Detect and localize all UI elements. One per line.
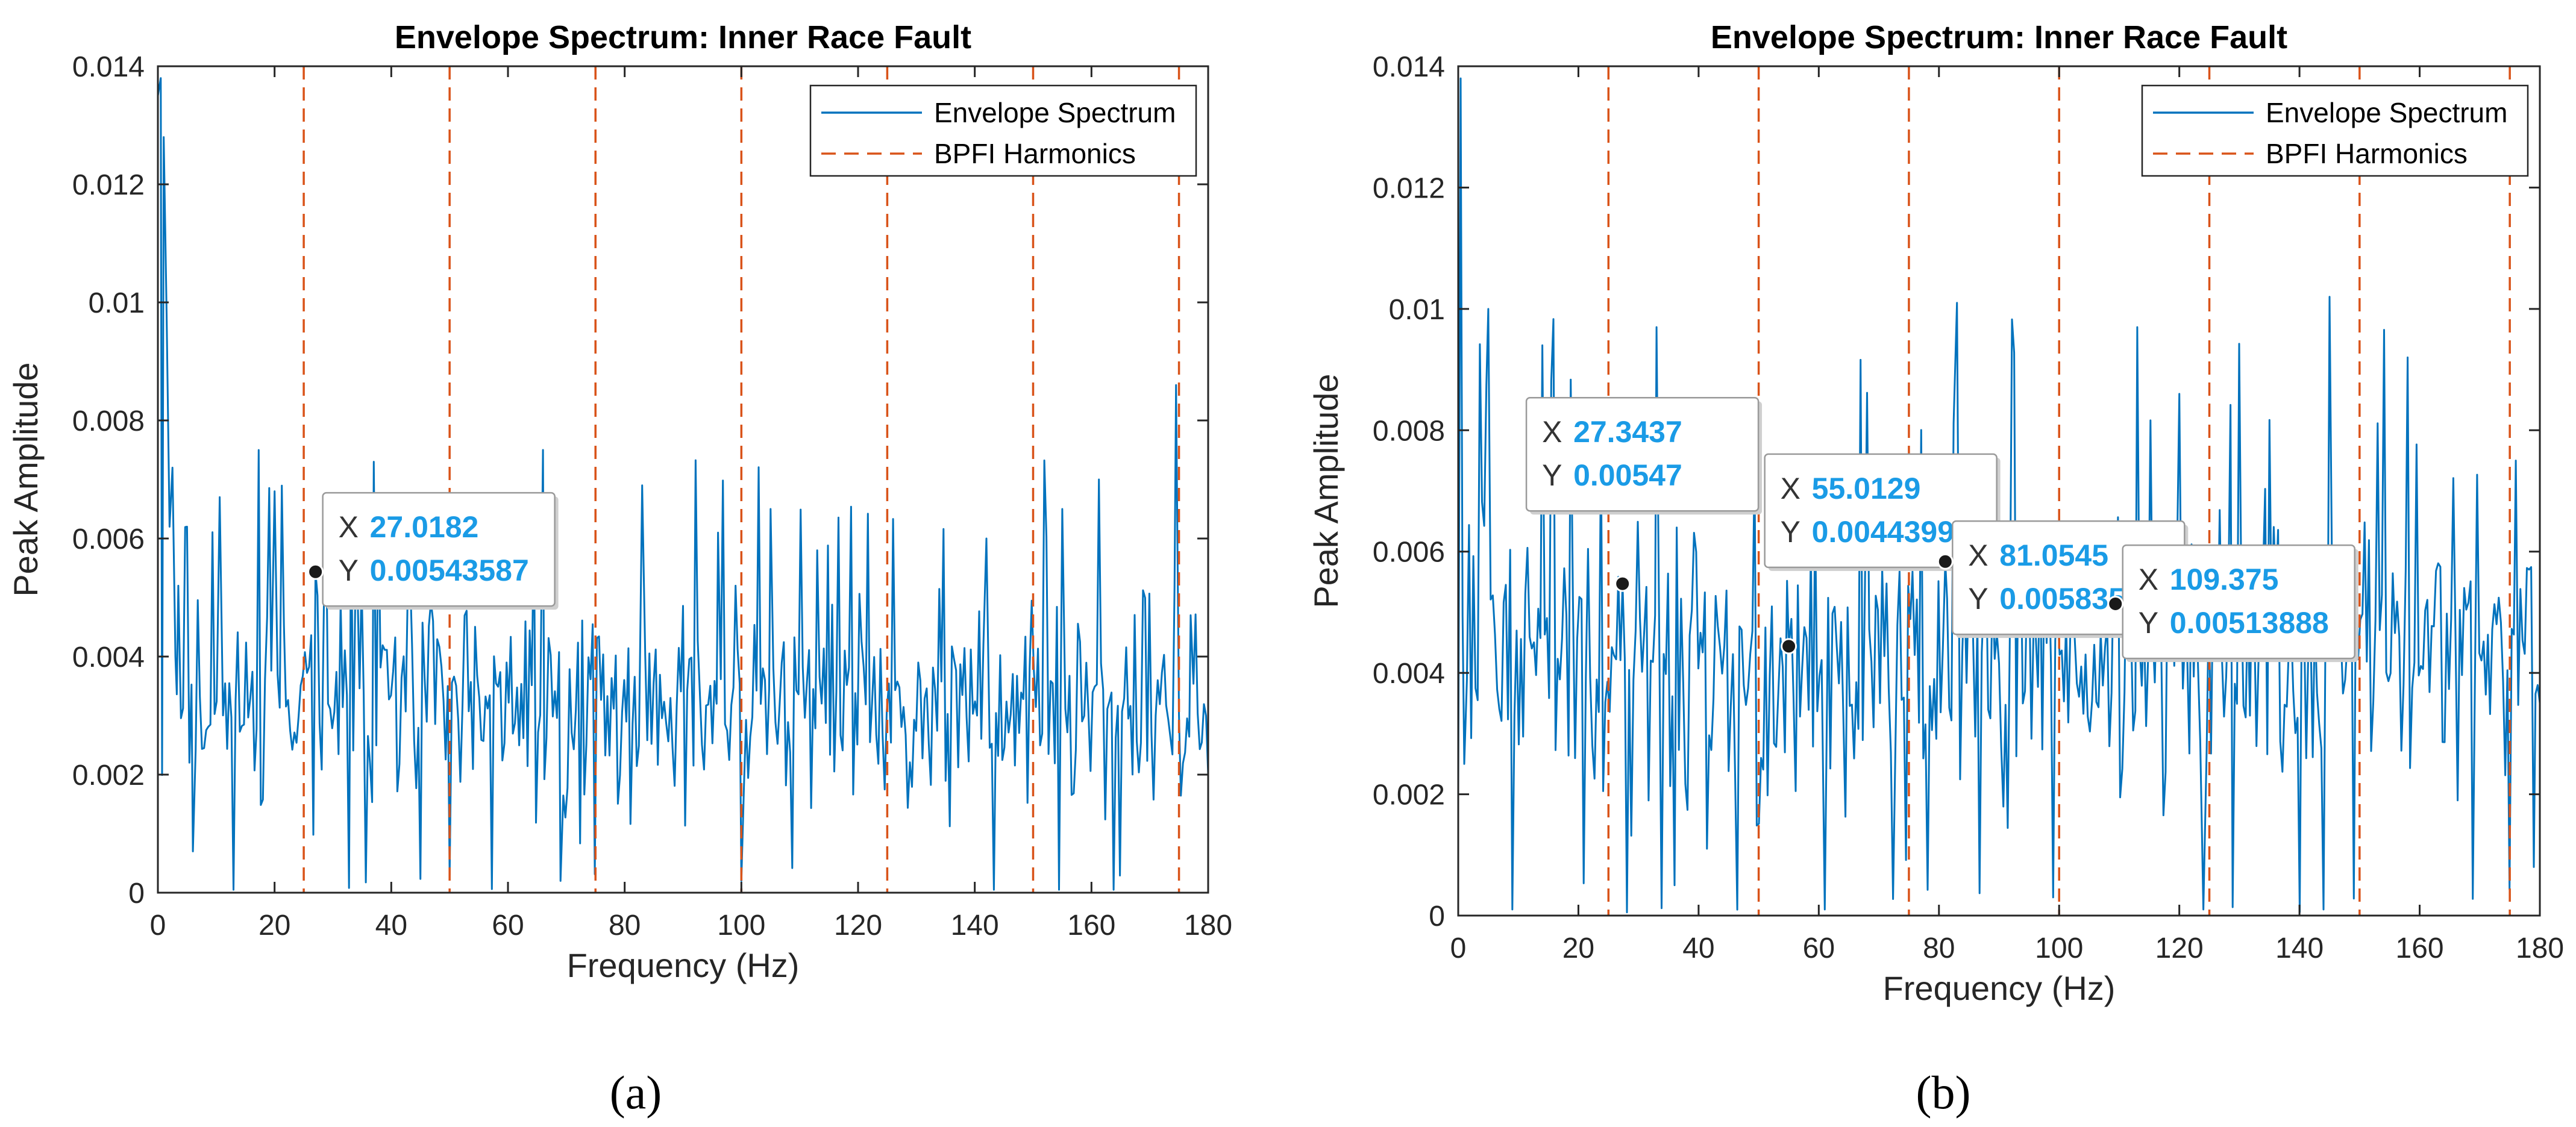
y-tick-label: 0.01 <box>89 287 145 319</box>
datatip-marker[interactable] <box>307 563 324 580</box>
y-tick-label: 0.01 <box>1389 294 1445 326</box>
axes-box <box>157 65 1209 894</box>
chart-b: 0 20 40 60 80 100 120 140 160 180 0 0.002 0.004 0.006… <box>1307 19 2564 1007</box>
y-tick-label: 0 <box>1429 901 1445 932</box>
panel-label-b: (b) <box>1916 1066 1971 1119</box>
y-axis-label: Peak Amplitude <box>7 362 45 596</box>
y-tick-label: 0.008 <box>1373 415 1445 447</box>
legend-box <box>809 84 1197 177</box>
y-axis-label: Peak Amplitude <box>1307 373 1345 608</box>
x-tick-label: 40 <box>375 910 407 941</box>
datatip-y-value: 0.00543587 <box>370 554 529 587</box>
datatip-y-label: Y <box>339 554 359 587</box>
datatip-x-label: X <box>339 510 359 544</box>
datatip-x-value: 27.3437 <box>1573 415 1682 449</box>
datatip-marker[interactable] <box>2107 595 2124 612</box>
legend: Envelope Spectrum BPFI Harmonics <box>2141 84 2529 177</box>
y-tick-label: 0.004 <box>1373 658 1445 690</box>
y-tick-label: 0.002 <box>1373 779 1445 811</box>
x-tick-label: 140 <box>2275 932 2324 964</box>
y-tick-label: 0.006 <box>1373 537 1445 569</box>
x-tick-label: 0 <box>150 910 166 941</box>
x-tick-label: 60 <box>492 910 524 941</box>
x-tick-label: 0 <box>1450 932 1467 964</box>
datatip[interactable]: X 55.0129 Y 0.00443991 <box>1764 453 2001 655</box>
datatip-x-value: 55.0129 <box>1812 472 1921 505</box>
y-tick-label: 0.008 <box>72 405 145 437</box>
y-tick-label: 0.014 <box>72 51 145 83</box>
datatip-marker[interactable] <box>1781 638 1797 655</box>
datatip-y-value: 0.00443991 <box>1812 515 1971 549</box>
datatip-x-value: 27.0182 <box>370 510 479 544</box>
datatip-x-label: X <box>1542 415 1562 449</box>
datatip-marker[interactable] <box>1614 575 1631 592</box>
y-tick-label: 0.006 <box>72 523 145 555</box>
envelope-spectrum-line <box>158 77 1208 891</box>
datatip-x-value: 109.375 <box>2170 563 2279 596</box>
datatip-box <box>1764 453 1998 569</box>
x-tick-label: 40 <box>1682 932 1714 964</box>
x-axis-label: Frequency (Hz) <box>1883 969 2116 1007</box>
y-tick-label: 0.012 <box>72 169 145 201</box>
datatip-box <box>322 492 556 607</box>
x-tick-label: 100 <box>717 910 765 941</box>
datatip-x-label: X <box>2139 563 2158 596</box>
legend-entry: BPFI Harmonics <box>934 138 1136 169</box>
x-tick-label: 140 <box>951 910 999 941</box>
x-tick-label: 120 <box>2155 932 2204 964</box>
x-tick-label: 180 <box>1184 910 1232 941</box>
y-tick-label: 0.014 <box>1373 51 1445 83</box>
x-tick-label: 160 <box>1067 910 1115 941</box>
legend-box <box>2141 84 2529 177</box>
datatip[interactable]: X 109.375 Y 0.00513888 <box>2107 544 2358 663</box>
x-tick-label: 20 <box>1562 932 1594 964</box>
datatip-x-label: X <box>1968 539 1988 572</box>
x-tick-label: 60 <box>1803 932 1835 964</box>
x-tick-label: 100 <box>2035 932 2083 964</box>
chart-a: 0 20 40 60 80 100 120 140 160 180 0 0.002 0.004 0.006… <box>7 19 1232 984</box>
x-axis-label: Frequency (Hz) <box>567 946 800 984</box>
y-tick-label: 0 <box>128 878 145 910</box>
panel-label-a: (a) <box>610 1066 662 1119</box>
datatip-y-value: 0.00513888 <box>2170 606 2329 640</box>
y-tick-label: 0.004 <box>72 642 145 673</box>
x-tick-label: 20 <box>259 910 290 941</box>
datatip-x-label: X <box>1781 472 1800 505</box>
datatip-y-label: Y <box>1542 458 1562 492</box>
x-tick-label: 160 <box>2396 932 2444 964</box>
x-tick-label: 80 <box>609 910 641 941</box>
x-tick-label: 80 <box>1923 932 1955 964</box>
legend-entry: BPFI Harmonics <box>2266 138 2468 169</box>
legend-entry: Envelope Spectrum <box>2266 97 2507 128</box>
legend-entry: Envelope Spectrum <box>934 97 1176 128</box>
datatip[interactable]: X 27.0182 Y 0.00543587 <box>307 492 559 610</box>
plot-area <box>158 66 1208 893</box>
axes-box <box>1457 65 2541 917</box>
datatip-y-label: Y <box>1968 582 1988 616</box>
datatip-y-label: Y <box>2139 606 2158 640</box>
datatip-x-value: 81.0545 <box>1999 539 2108 572</box>
chart-title: Envelope Spectrum: Inner Race Fault <box>1711 19 2287 55</box>
y-tick-label: 0.002 <box>72 760 145 791</box>
y-tick-label: 0.012 <box>1373 172 1445 204</box>
datatip-box <box>1525 396 1760 512</box>
x-tick-label: 180 <box>2516 932 2564 964</box>
x-tick-label: 120 <box>834 910 882 941</box>
datatip-marker[interactable] <box>1937 553 1954 570</box>
legend: Envelope Spectrum BPFI Harmonics <box>809 84 1197 177</box>
chart-title: Envelope Spectrum: Inner Race Fault <box>395 19 971 55</box>
datatip-y-value: 0.00547 <box>1573 458 1682 492</box>
datatip[interactable]: X 27.3437 Y 0.00547 <box>1525 396 1763 592</box>
datatip-y-label: Y <box>1781 515 1800 549</box>
envelope-spectrum-line <box>1458 77 2540 914</box>
